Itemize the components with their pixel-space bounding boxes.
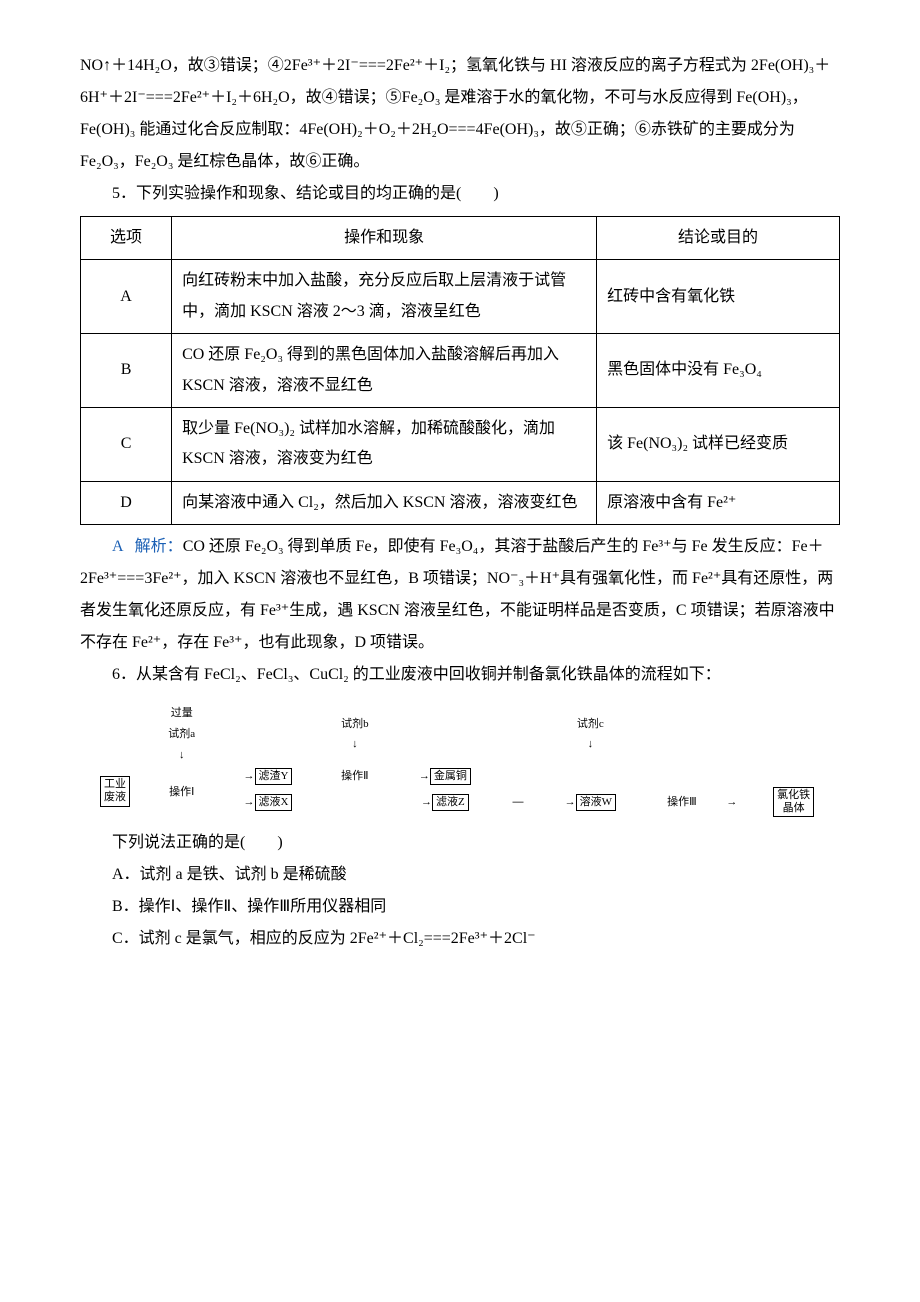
- cell-opt: A: [81, 260, 172, 334]
- cell-conc: 红砖中含有氧化铁: [597, 260, 840, 334]
- right-arrow-icon: —: [512, 796, 523, 808]
- q5-explanation: A 解析：CO 还原 Fe₂O₃ 得到单质 Fe，即使有 Fe₃O₄，其溶于盐酸…: [80, 531, 840, 659]
- cell-op: 向某溶液中通入 Cl₂，然后加入 KSCN 溶液，溶液变红色: [172, 481, 597, 524]
- header-option: 选项: [81, 217, 172, 260]
- cell-conc: 黑色固体中没有 Fe₃O₄: [597, 334, 840, 408]
- right-arrow-icon: →: [421, 796, 432, 808]
- q5-table: 选项 操作和现象 结论或目的 A 向红砖粉末中加入盐酸，充分反应后取上层清液于试…: [80, 216, 840, 525]
- flow-op2: 操作Ⅱ: [341, 770, 368, 782]
- right-arrow-icon: →: [726, 796, 737, 808]
- flow-box-end: 氯化铁晶体: [773, 787, 814, 817]
- flow-label-b: 试剂b: [341, 718, 369, 730]
- flow-box-y: 滤渣Y: [255, 768, 293, 785]
- q6-flow-diagram: 过量试剂a↓ 试剂b↓ 试剂c↓ 工业废液 操作Ⅰ →滤渣Y 操作Ⅱ →金属铜 …: [80, 697, 840, 825]
- q6-option-a: A．试剂 a 是铁、试剂 b 是稀硫酸: [80, 859, 840, 891]
- table-row: A 向红砖粉末中加入盐酸，充分反应后取上层清液于试管中，滴加 KSCN 溶液 2…: [81, 260, 840, 334]
- flow-op3: 操作Ⅲ: [667, 796, 697, 808]
- down-arrow-icon: ↓: [179, 749, 185, 761]
- q6-sub-stem: 下列说法正确的是( ): [80, 827, 840, 859]
- cell-opt: D: [81, 481, 172, 524]
- flow-label-a1: 过量: [171, 707, 193, 719]
- header-conclusion: 结论或目的: [597, 217, 840, 260]
- right-arrow-icon: →: [419, 770, 430, 782]
- flow-box-start: 工业废液: [100, 776, 130, 806]
- explanation-text: CO 还原 Fe₂O₃ 得到单质 Fe，即使有 Fe₃O₄，其溶于盐酸后产生的 …: [80, 538, 835, 651]
- table-row: B CO 还原 Fe₂O₃ 得到的黑色固体加入盐酸溶解后再加入 KSCN 溶液，…: [81, 334, 840, 408]
- cell-op: CO 还原 Fe₂O₃ 得到的黑色固体加入盐酸溶解后再加入 KSCN 溶液，溶液…: [172, 334, 597, 408]
- flow-label-a2: 试剂a: [168, 728, 195, 740]
- q6-option-c: C．试剂 c 是氯气，相应的反应为 2Fe²⁺＋Cl₂===2Fe³⁺＋2Cl⁻: [80, 923, 840, 955]
- q5-stem: 5．下列实验操作和现象、结论或目的均正确的是( ): [80, 178, 840, 210]
- down-arrow-icon: ↓: [352, 738, 358, 750]
- right-arrow-icon: →: [565, 796, 576, 808]
- flow-label-c: 试剂c: [577, 718, 604, 730]
- answer-label: 解析：: [135, 538, 183, 555]
- cell-conc: 原溶液中含有 Fe²⁺: [597, 481, 840, 524]
- header-operation: 操作和现象: [172, 217, 597, 260]
- cell-op: 向红砖粉末中加入盐酸，充分反应后取上层清液于试管中，滴加 KSCN 溶液 2～3…: [172, 260, 597, 334]
- cell-opt: C: [81, 407, 172, 481]
- flow-box-w: 溶液W: [576, 794, 616, 811]
- right-arrow-icon: →: [244, 796, 255, 808]
- flow-box-x: 滤液X: [255, 794, 293, 811]
- cell-op: 取少量 Fe(NO₃)₂ 试样加水溶解，加稀硫酸酸化，滴加 KSCN 溶液，溶液…: [172, 407, 597, 481]
- answer-letter: A: [112, 538, 123, 555]
- right-arrow-icon: →: [244, 770, 255, 782]
- cell-conc: 该 Fe(NO₃)₂ 试样已经变质: [597, 407, 840, 481]
- table-row: C 取少量 Fe(NO₃)₂ 试样加水溶解，加稀硫酸酸化，滴加 KSCN 溶液，…: [81, 407, 840, 481]
- flow-box-cu: 金属铜: [430, 768, 471, 785]
- table-row: D 向某溶液中通入 Cl₂，然后加入 KSCN 溶液，溶液变红色 原溶液中含有 …: [81, 481, 840, 524]
- table-header-row: 选项 操作和现象 结论或目的: [81, 217, 840, 260]
- flow-box-z: 滤液Z: [432, 794, 469, 811]
- cell-opt: B: [81, 334, 172, 408]
- down-arrow-icon: ↓: [588, 738, 594, 750]
- continuation-paragraph: NO↑＋14H₂O，故③错误；④2Fe³⁺＋2I⁻===2Fe²⁺＋I₂；氢氧化…: [80, 50, 840, 178]
- q6-option-b: B．操作Ⅰ、操作Ⅱ、操作Ⅲ所用仪器相同: [80, 891, 840, 923]
- flow-op1: 操作Ⅰ: [169, 786, 194, 798]
- q6-stem: 6．从某含有 FeCl₂、FeCl₃、CuCl₂ 的工业废液中回收铜并制备氯化铁…: [80, 659, 840, 691]
